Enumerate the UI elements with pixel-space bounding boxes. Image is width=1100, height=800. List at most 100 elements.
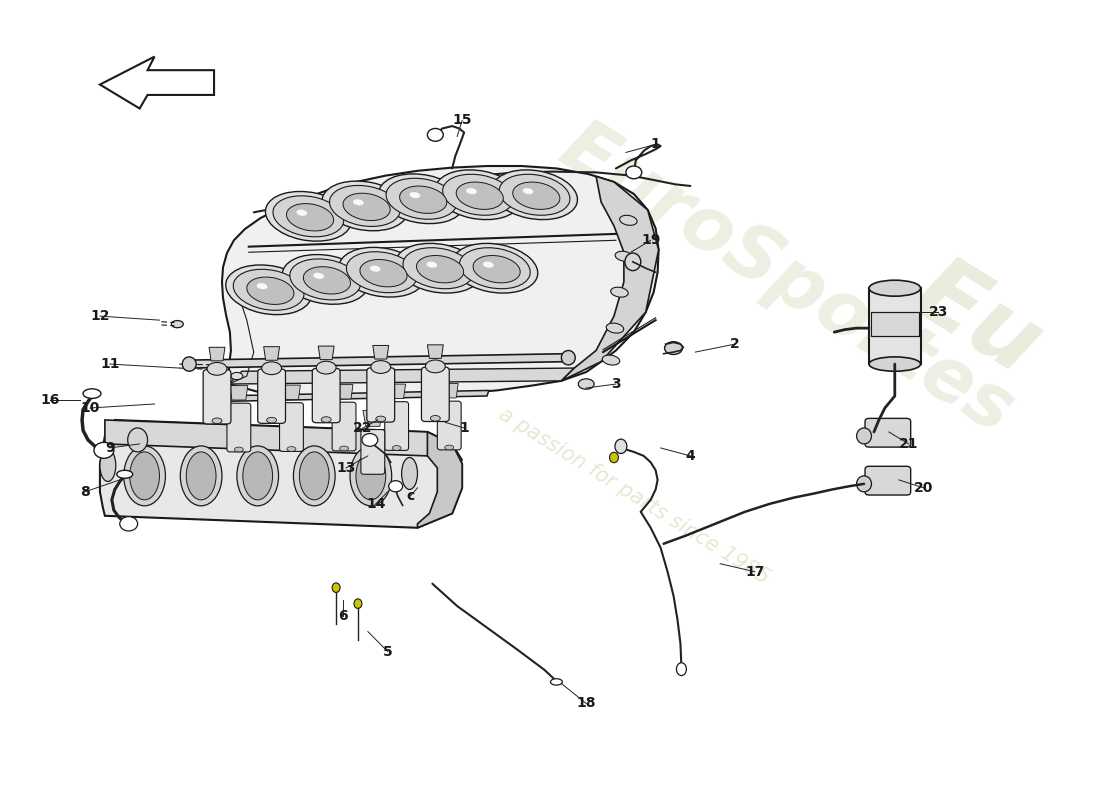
Ellipse shape bbox=[243, 452, 273, 500]
Ellipse shape bbox=[522, 188, 534, 194]
Ellipse shape bbox=[172, 321, 184, 328]
Polygon shape bbox=[440, 383, 459, 398]
FancyBboxPatch shape bbox=[385, 402, 408, 450]
Ellipse shape bbox=[84, 389, 101, 398]
Text: 11: 11 bbox=[100, 357, 120, 371]
Ellipse shape bbox=[426, 360, 446, 373]
Ellipse shape bbox=[579, 379, 594, 390]
Ellipse shape bbox=[371, 361, 390, 374]
Ellipse shape bbox=[664, 342, 682, 354]
Text: 20: 20 bbox=[914, 481, 933, 495]
Ellipse shape bbox=[857, 428, 871, 444]
FancyBboxPatch shape bbox=[871, 312, 918, 336]
Ellipse shape bbox=[350, 446, 392, 506]
Ellipse shape bbox=[403, 248, 474, 289]
Text: 14: 14 bbox=[366, 497, 386, 511]
Ellipse shape bbox=[299, 452, 329, 500]
Text: 8: 8 bbox=[80, 485, 90, 499]
Ellipse shape bbox=[402, 458, 418, 490]
Ellipse shape bbox=[354, 599, 362, 609]
Ellipse shape bbox=[236, 446, 278, 506]
Ellipse shape bbox=[180, 446, 222, 506]
Polygon shape bbox=[189, 354, 569, 368]
Polygon shape bbox=[230, 386, 248, 400]
Ellipse shape bbox=[226, 265, 311, 314]
Polygon shape bbox=[387, 384, 406, 398]
Polygon shape bbox=[100, 420, 462, 528]
Ellipse shape bbox=[869, 357, 921, 371]
Ellipse shape bbox=[499, 174, 570, 215]
Ellipse shape bbox=[615, 251, 632, 262]
Text: 18: 18 bbox=[576, 697, 596, 710]
Ellipse shape bbox=[466, 188, 476, 194]
Ellipse shape bbox=[460, 248, 530, 289]
Text: 2: 2 bbox=[730, 337, 740, 351]
Ellipse shape bbox=[256, 283, 267, 290]
FancyBboxPatch shape bbox=[279, 402, 304, 451]
Ellipse shape bbox=[625, 253, 641, 270]
Text: EuroSportes: EuroSportes bbox=[547, 111, 1026, 449]
Ellipse shape bbox=[322, 181, 408, 231]
Circle shape bbox=[362, 434, 377, 446]
Ellipse shape bbox=[314, 273, 324, 279]
Ellipse shape bbox=[231, 373, 243, 380]
Polygon shape bbox=[283, 385, 300, 399]
Ellipse shape bbox=[857, 476, 871, 492]
FancyBboxPatch shape bbox=[332, 402, 356, 451]
Text: Eu: Eu bbox=[895, 246, 1056, 394]
Ellipse shape bbox=[117, 470, 133, 478]
Text: 1: 1 bbox=[651, 138, 660, 151]
Polygon shape bbox=[209, 347, 226, 361]
Ellipse shape bbox=[287, 446, 296, 451]
Ellipse shape bbox=[395, 243, 481, 293]
Ellipse shape bbox=[283, 254, 368, 304]
Text: 17: 17 bbox=[745, 565, 764, 578]
Ellipse shape bbox=[346, 252, 417, 293]
Ellipse shape bbox=[321, 417, 331, 422]
Ellipse shape bbox=[452, 243, 538, 293]
Ellipse shape bbox=[399, 186, 447, 214]
Ellipse shape bbox=[339, 247, 425, 297]
Ellipse shape bbox=[183, 357, 196, 371]
FancyBboxPatch shape bbox=[257, 369, 286, 423]
Ellipse shape bbox=[128, 428, 147, 452]
Text: 12: 12 bbox=[90, 309, 110, 323]
Polygon shape bbox=[214, 390, 488, 402]
Ellipse shape bbox=[266, 418, 276, 423]
Ellipse shape bbox=[610, 287, 628, 297]
Ellipse shape bbox=[676, 662, 686, 675]
Ellipse shape bbox=[289, 259, 361, 300]
Polygon shape bbox=[229, 368, 574, 384]
Ellipse shape bbox=[436, 170, 521, 220]
Ellipse shape bbox=[378, 174, 464, 224]
Ellipse shape bbox=[442, 174, 514, 215]
Ellipse shape bbox=[123, 446, 165, 506]
Text: 22: 22 bbox=[353, 421, 373, 435]
Polygon shape bbox=[363, 410, 383, 426]
Ellipse shape bbox=[100, 450, 116, 482]
Ellipse shape bbox=[246, 277, 294, 305]
Ellipse shape bbox=[304, 266, 351, 294]
Text: 5: 5 bbox=[383, 645, 393, 658]
Ellipse shape bbox=[286, 204, 333, 231]
Polygon shape bbox=[100, 57, 214, 109]
Circle shape bbox=[94, 442, 113, 458]
Ellipse shape bbox=[602, 355, 619, 365]
Circle shape bbox=[428, 129, 443, 142]
FancyBboxPatch shape bbox=[361, 430, 385, 474]
Polygon shape bbox=[373, 346, 388, 359]
Ellipse shape bbox=[417, 255, 463, 283]
Ellipse shape bbox=[296, 210, 307, 216]
Ellipse shape bbox=[130, 452, 159, 500]
Text: 13: 13 bbox=[337, 461, 355, 475]
Ellipse shape bbox=[483, 262, 494, 268]
Ellipse shape bbox=[332, 583, 340, 593]
Ellipse shape bbox=[265, 191, 351, 241]
FancyBboxPatch shape bbox=[204, 370, 231, 424]
Text: 16: 16 bbox=[41, 393, 60, 407]
Polygon shape bbox=[336, 385, 353, 399]
Ellipse shape bbox=[212, 418, 222, 423]
Ellipse shape bbox=[340, 446, 349, 451]
Polygon shape bbox=[222, 166, 659, 398]
Text: 23: 23 bbox=[928, 305, 948, 319]
